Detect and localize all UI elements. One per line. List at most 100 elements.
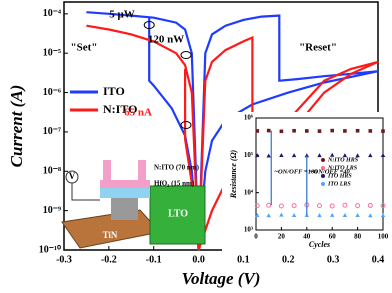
y-tick-label: 10⁻⁵ — [43, 48, 61, 59]
annotation: 120 nW — [148, 34, 184, 46]
plot-frame — [255, 117, 384, 231]
legend-label: ITO HRS — [327, 173, 352, 179]
nito-column — [138, 160, 146, 180]
data-point — [368, 213, 373, 218]
x-tick-label: -0.1 — [146, 254, 162, 265]
schematic-label: V — [69, 171, 76, 181]
y-tick-label: 10⁻⁷ — [43, 126, 61, 137]
data-point — [279, 212, 284, 217]
data-point — [380, 203, 386, 209]
y-tick-label: 10⁻¹⁰ — [39, 244, 61, 255]
data-point — [255, 153, 260, 158]
annotation: 5 μW — [109, 9, 135, 21]
x-axis-title: Cycles — [309, 240, 330, 249]
data-point — [255, 212, 260, 217]
data-point — [279, 129, 284, 134]
data-point — [367, 202, 373, 208]
x-tick-label: 100 — [378, 233, 389, 241]
legend-label: N:ITO HRS — [327, 157, 359, 163]
annotation: ~ON/OFF =100 — [274, 168, 318, 175]
x-tick-label: -0.3 — [56, 254, 72, 265]
data-point — [355, 128, 360, 133]
x-tick-label: 20 — [278, 233, 286, 241]
hfo2-layer — [100, 188, 150, 198]
y-tick-label: 10⁻⁹ — [43, 205, 61, 216]
data-point — [342, 202, 348, 208]
legend-label: ITO — [103, 84, 125, 98]
data-point — [292, 128, 296, 133]
annotation: "Reset" — [299, 42, 337, 54]
schematic-label: HfO₂ (15 nm) — [154, 180, 195, 188]
schematic-label: TiN — [103, 230, 118, 240]
data-point — [304, 153, 309, 158]
y-tick-label: 10⁻⁸ — [43, 166, 61, 177]
legend-label: N:ITO — [103, 102, 137, 116]
data-point — [266, 213, 271, 218]
legend-label: ITO LRS — [327, 181, 351, 187]
data-point — [330, 152, 335, 157]
highlight-ring — [180, 51, 192, 59]
data-point — [266, 153, 271, 158]
data-point — [355, 153, 360, 158]
data-point — [368, 153, 373, 158]
probe-wire — [71, 183, 100, 201]
data-point — [330, 212, 335, 217]
via — [111, 198, 138, 220]
x-tick-label: 80 — [354, 233, 362, 241]
data-point — [342, 153, 348, 158]
y-tick-label: 10⁻⁶ — [43, 87, 61, 98]
highlight-ring — [143, 21, 155, 29]
x-tick-label: 60 — [329, 233, 337, 241]
legend-label: N:ITO LRS — [327, 165, 358, 171]
x-tick-label: 0 — [254, 233, 258, 241]
data-point — [342, 212, 348, 217]
nito-column — [103, 160, 111, 180]
data-point — [305, 129, 309, 133]
x-tick-label: 0.4 — [372, 254, 385, 265]
annotation: 65 nA — [124, 107, 152, 119]
x-tick-label: 0.0 — [192, 254, 205, 265]
data-point — [330, 128, 334, 133]
schematic-label: N:ITO (70 nm) — [154, 164, 200, 172]
highlight-ring — [180, 121, 192, 129]
data-point — [329, 203, 335, 209]
data-point — [254, 203, 260, 209]
schematic-label: LTO — [168, 208, 188, 219]
annotation: ~ON/OFF =40 — [310, 168, 351, 175]
data-point — [279, 152, 284, 157]
data-point — [317, 153, 322, 158]
legend-marker — [321, 158, 325, 162]
x-axis-title: Voltage (V) — [182, 269, 261, 288]
data-point — [343, 129, 347, 133]
schematic: V TiN LTO N:ITO (70 nm) HfO₂ (15 nm) — [61, 160, 206, 249]
legend-marker — [321, 166, 325, 170]
nito-layer — [100, 180, 150, 188]
data-point — [278, 203, 284, 209]
x-tick-label: -0.2 — [101, 254, 117, 265]
y-axis-title: Current (A) — [7, 85, 26, 168]
y-tick-label: 10⁴ — [244, 188, 254, 196]
data-point — [317, 213, 322, 218]
lto-block — [149, 185, 206, 245]
data-point — [317, 203, 322, 209]
data-point — [368, 129, 373, 133]
data-point — [381, 129, 385, 133]
x-tick-label: 0.3 — [327, 254, 340, 265]
x-tick-label: 40 — [303, 233, 311, 241]
x-tick-label: 0.1 — [237, 254, 250, 265]
data-point — [291, 212, 297, 217]
data-point — [291, 203, 297, 209]
x-tick-label: 0.2 — [282, 254, 295, 265]
annotation: "Set" — [71, 42, 98, 54]
data-point — [380, 152, 386, 157]
legend-marker — [321, 182, 325, 186]
y-tick-label: 10⁶ — [244, 114, 253, 122]
data-point — [255, 129, 260, 133]
y-tick-label: 10⁻⁴ — [43, 8, 61, 19]
y-tick-label: 10³ — [244, 226, 253, 234]
data-point — [317, 129, 322, 133]
data-point — [291, 153, 297, 158]
legend-marker — [321, 174, 325, 178]
data-point — [355, 212, 360, 217]
